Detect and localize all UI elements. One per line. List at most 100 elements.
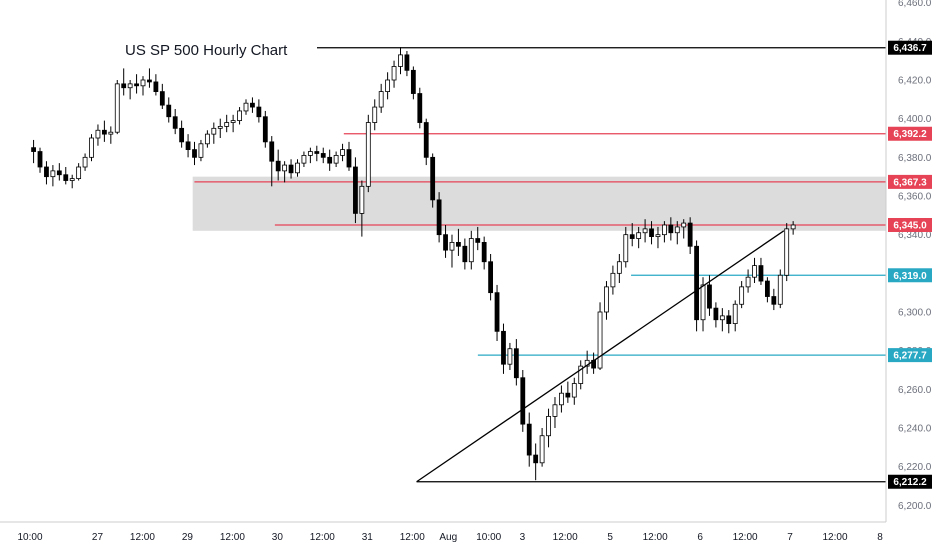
price-tag-bg: [888, 126, 932, 141]
y-tick-label: 6,240.0: [898, 424, 932, 435]
candle-body-up: [449, 241, 455, 251]
candle-body-down: [533, 454, 539, 464]
x-tick-label: 27: [92, 532, 104, 543]
candle: [314, 145, 320, 162]
candle-body-up: [127, 83, 133, 89]
candle: [501, 323, 506, 374]
candle-body-down: [327, 156, 333, 164]
candle: [571, 377, 577, 405]
x-tick-label: 12:00: [220, 532, 245, 543]
candle: [655, 226, 661, 249]
candle-body-down: [269, 141, 275, 162]
y-tick-label: 6,260.0: [898, 385, 932, 396]
candle: [185, 134, 191, 158]
candle-body-down: [771, 296, 777, 305]
candle: [584, 350, 590, 374]
candle-body-up: [76, 166, 82, 179]
candle: [101, 120, 107, 142]
candle: [404, 51, 410, 77]
candle-body-up: [597, 311, 603, 369]
candle-body-up: [211, 127, 217, 135]
x-tick-label: 7: [787, 532, 793, 543]
candle: [591, 352, 596, 374]
candle: [539, 428, 545, 467]
candle-body-down: [250, 102, 255, 108]
price-tag-label: 6,319.0: [893, 271, 927, 282]
candle-body-down: [410, 69, 416, 94]
candle: [662, 221, 667, 243]
trendline: [416, 230, 785, 483]
candle: [63, 167, 69, 185]
price-tag-label: 6,212.2: [893, 477, 927, 488]
candle-body-up: [333, 154, 339, 164]
candle-body-up: [752, 265, 757, 278]
candle: [172, 109, 178, 135]
candle: [398, 47, 403, 75]
candle-body-up: [114, 83, 120, 133]
price-tag: 6,212.2: [888, 474, 932, 489]
candle-body-up: [301, 154, 307, 164]
candle: [89, 134, 94, 162]
candle: [333, 151, 339, 167]
candle: [649, 221, 654, 245]
candle-body-up: [623, 234, 629, 263]
candle-body-down: [649, 228, 654, 238]
candle: [488, 254, 494, 301]
candle-body-up: [230, 120, 236, 123]
candle-body-up: [95, 129, 101, 139]
candle: [307, 147, 313, 164]
candle: [636, 226, 642, 249]
candle-body-down: [147, 79, 152, 83]
candle: [764, 277, 770, 303]
candle: [552, 397, 558, 428]
candle-body-up: [700, 284, 706, 321]
candle-body-up: [468, 238, 474, 263]
candle-body-down: [56, 170, 62, 176]
candle: [211, 122, 217, 144]
candle: [250, 97, 255, 113]
y-tick-label: 6,460.0: [898, 0, 932, 9]
x-axis: 10:00 27 12:00 29 12:00 30 12:00 31 12:00 Aug 10:0…: [0, 521, 886, 543]
candle: [372, 99, 378, 131]
candle: [604, 281, 609, 320]
candle: [365, 114, 371, 193]
candle: [513, 339, 519, 386]
candle-body-down: [687, 222, 693, 247]
candle: [719, 308, 725, 332]
candle: [198, 139, 204, 162]
candle-body-up: [655, 234, 661, 238]
candle-body-down: [314, 151, 320, 154]
price-tag-bg: [888, 348, 932, 363]
candle-body-down: [668, 224, 674, 234]
candle-body-down: [436, 199, 442, 236]
candle-body-down: [262, 116, 268, 143]
candle-body-down: [481, 241, 487, 263]
x-tick-label: 12:00: [823, 532, 848, 543]
candle-body-up: [636, 232, 642, 239]
candle: [166, 97, 172, 123]
candle: [597, 302, 603, 370]
candle: [340, 143, 345, 162]
candle-body-up: [391, 66, 397, 81]
candle: [520, 370, 526, 432]
candle-body-up: [378, 91, 384, 108]
candle-body-down: [501, 330, 506, 365]
candle: [642, 219, 648, 243]
candle: [732, 300, 738, 332]
candle: [282, 161, 288, 183]
candle: [378, 83, 384, 113]
candle-body-down: [288, 164, 294, 174]
candle-body-up: [732, 303, 738, 324]
candle-body-down: [520, 377, 526, 425]
candle: [739, 281, 745, 309]
candle-body-up: [571, 383, 577, 398]
price-tag-bg: [888, 268, 932, 283]
candle: [230, 114, 236, 133]
x-tick-label: 8: [877, 532, 883, 543]
candle-body-down: [44, 166, 49, 178]
candle: [192, 141, 197, 166]
candle-body-down: [629, 234, 635, 239]
candle: [327, 149, 333, 171]
candle-body-up: [50, 170, 56, 178]
